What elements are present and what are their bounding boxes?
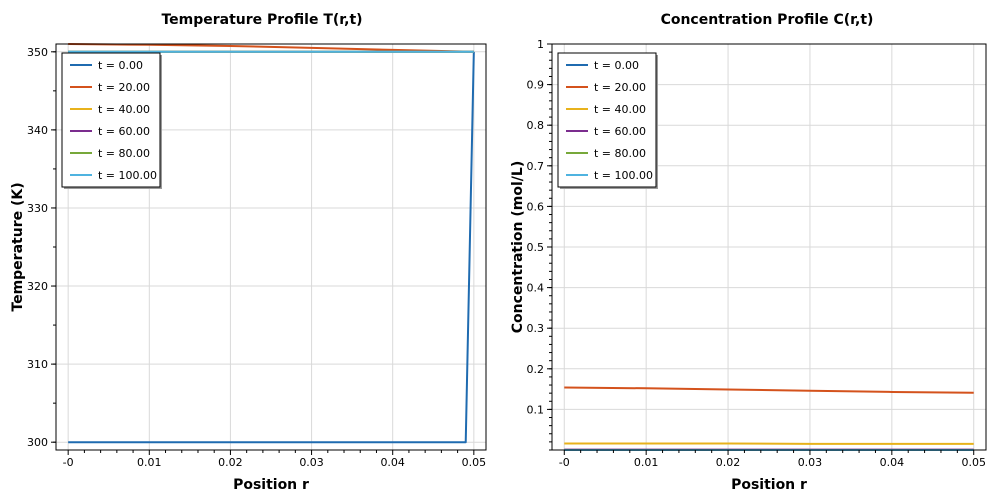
y-tick-label: 0.2 [527,363,545,376]
y-tick-label: 350 [27,46,48,59]
y-tick-label: 0.4 [527,282,545,295]
x-tick-label: 0.03 [798,456,823,469]
series-line-0 [68,51,475,444]
y-tick-label: 330 [27,202,48,215]
x-tick-label: 0.02 [716,456,741,469]
chart-title: Concentration Profile C(r,t) [661,12,874,28]
series-line-1 [564,386,974,394]
y-tick-label: 0.3 [527,322,545,335]
x-tick-label: 0.05 [961,456,986,469]
y-tick-label: 0.7 [527,160,545,173]
legend-label-1: t = 20.00 [98,81,150,94]
x-tick-label: 0.02 [218,456,243,469]
y-tick-label: 340 [27,124,48,137]
y-axis-label: Concentration (mol/L) [510,161,526,333]
y-tick-label: 0.5 [527,241,545,254]
x-tick-label: -0 [559,456,570,469]
x-tick-label: 0.04 [380,456,405,469]
x-axis-label: Position r [731,477,807,493]
y-tick-label: 300 [27,436,48,449]
y-tick-label: 0.1 [527,403,545,416]
legend-box [61,52,161,188]
x-tick-label: 0.01 [137,456,162,469]
legend-label-0: t = 0.00 [98,59,143,72]
y-tick-label: 0.6 [527,200,545,213]
chart-title: Temperature Profile T(r,t) [161,12,362,28]
legend-label-3: t = 60.00 [594,125,646,138]
legend-label-2: t = 40.00 [98,103,150,116]
legend-label-3: t = 60.00 [98,125,150,138]
legend-label-4: t = 80.00 [594,147,646,160]
y-tick-label: 1 [537,38,544,51]
legend-label-5: t = 100.00 [98,169,157,182]
x-axis-label: Position r [233,477,309,493]
y-tick-label: 310 [27,358,48,371]
legend-label-4: t = 80.00 [98,147,150,160]
legend-label-5: t = 100.00 [594,169,653,182]
legend-label-0: t = 0.00 [594,59,639,72]
x-tick-label: -0 [63,456,74,469]
x-tick-label: 0.01 [634,456,659,469]
legend-box [557,52,657,188]
legend-label-1: t = 20.00 [594,81,646,94]
series-line-1 [68,43,474,53]
y-tick-label: 320 [27,280,48,293]
legend-label-2: t = 40.00 [594,103,646,116]
x-tick-label: 0.04 [880,456,905,469]
x-tick-label: 0.03 [299,456,324,469]
x-tick-label: 0.05 [462,456,487,469]
y-tick-label: 0.8 [527,119,545,132]
y-axis-label: Temperature (K) [10,182,26,311]
y-tick-label: 0.9 [527,79,545,92]
